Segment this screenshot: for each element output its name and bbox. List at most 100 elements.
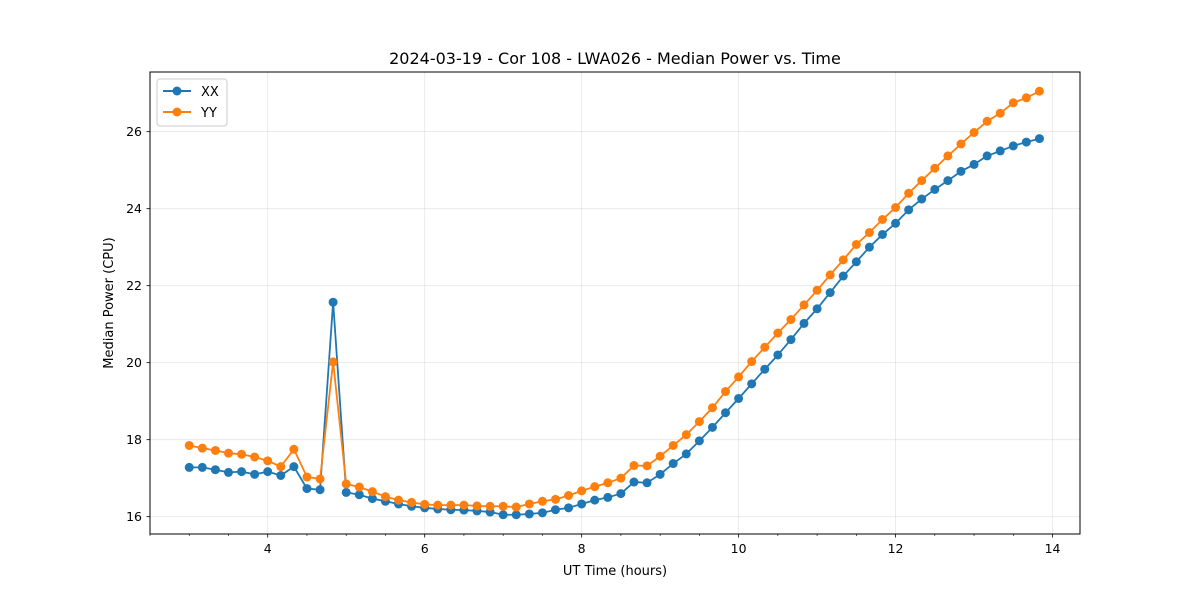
plot-area bbox=[150, 72, 1080, 534]
data-point-xx bbox=[616, 489, 626, 499]
y-axis-label: Median Power (CPU) bbox=[102, 237, 117, 368]
data-point-yy bbox=[276, 462, 286, 472]
grid bbox=[150, 72, 1080, 534]
data-point-xx bbox=[237, 467, 247, 477]
data-point-xx bbox=[341, 487, 351, 497]
data-point-xx bbox=[524, 509, 534, 519]
data-point-xx bbox=[825, 288, 835, 298]
data-point-yy bbox=[459, 500, 469, 510]
data-point-yy bbox=[864, 228, 874, 238]
x-tick-label: 8 bbox=[578, 541, 586, 556]
data-point-yy bbox=[315, 474, 325, 484]
data-point-xx bbox=[982, 151, 992, 161]
data-point-yy bbox=[420, 499, 430, 509]
data-point-yy bbox=[184, 440, 194, 450]
data-point-yy bbox=[734, 372, 744, 382]
legend-label-yy: YY bbox=[200, 106, 217, 121]
data-point-yy bbox=[511, 502, 521, 512]
data-point-xx bbox=[590, 495, 600, 505]
data-point-yy bbox=[969, 127, 979, 137]
data-point-yy bbox=[433, 500, 443, 510]
data-point-xx bbox=[537, 508, 547, 518]
data-point-xx bbox=[760, 364, 770, 374]
data-point-xx bbox=[603, 492, 613, 502]
data-point-xx bbox=[864, 242, 874, 252]
data-point-xx bbox=[877, 229, 887, 239]
data-point-yy bbox=[237, 449, 247, 459]
data-point-yy bbox=[524, 499, 534, 509]
data-point-xx bbox=[250, 469, 260, 479]
data-point-xx bbox=[668, 459, 678, 469]
data-point-yy bbox=[760, 342, 770, 352]
data-point-yy bbox=[564, 491, 574, 500]
data-point-xx bbox=[328, 297, 338, 307]
data-point-xx bbox=[210, 465, 220, 475]
x-axis: 4 6 8 10 12 14 bbox=[149, 534, 1061, 556]
plot-frame bbox=[149, 71, 1081, 535]
data-point-yy bbox=[694, 417, 704, 427]
data-point-yy bbox=[367, 487, 377, 497]
data-point-yy bbox=[354, 482, 364, 492]
data-point-yy bbox=[590, 482, 600, 492]
data-point-yy bbox=[472, 501, 482, 511]
y-tick-label: 18 bbox=[126, 432, 142, 447]
data-point-yy bbox=[1034, 86, 1044, 96]
data-point-xx bbox=[223, 467, 233, 477]
data-point-xx bbox=[276, 470, 286, 480]
data-point-xx bbox=[747, 379, 757, 389]
series-layer bbox=[184, 86, 1044, 520]
y-tick-label: 16 bbox=[126, 509, 142, 524]
data-point-xx bbox=[629, 477, 639, 487]
data-point-yy bbox=[223, 448, 233, 458]
data-point-yy bbox=[1021, 93, 1031, 103]
data-point-xx bbox=[707, 422, 717, 432]
data-point-yy bbox=[825, 270, 835, 280]
data-point-yy bbox=[603, 478, 613, 488]
data-point-xx bbox=[812, 304, 822, 314]
data-point-yy bbox=[577, 486, 587, 496]
data-point-yy bbox=[747, 357, 757, 367]
data-point-yy bbox=[537, 496, 547, 506]
data-point-yy bbox=[341, 479, 351, 489]
data-point-xx bbox=[956, 166, 966, 176]
y-axis: 16 18 20 22 24 26 bbox=[126, 124, 150, 524]
data-point-yy bbox=[799, 300, 809, 310]
y-tick-label: 26 bbox=[126, 124, 142, 139]
y-tick-label: 24 bbox=[126, 201, 142, 216]
data-point-yy bbox=[773, 328, 783, 338]
data-point-xx bbox=[550, 505, 560, 515]
data-point-xx bbox=[917, 194, 927, 204]
data-point-xx bbox=[995, 146, 1005, 156]
data-point-yy bbox=[1008, 98, 1018, 108]
data-point-xx bbox=[721, 408, 731, 418]
data-point-xx bbox=[498, 510, 508, 520]
data-point-xx bbox=[943, 176, 953, 186]
legend: XX YY bbox=[156, 78, 228, 127]
x-tick-label: 12 bbox=[888, 541, 904, 556]
data-point-yy bbox=[498, 501, 508, 511]
data-point-yy bbox=[681, 430, 691, 440]
series-yy bbox=[184, 86, 1044, 512]
legend-marker-yy bbox=[172, 107, 182, 117]
data-point-yy bbox=[263, 456, 273, 466]
data-point-xx bbox=[655, 469, 665, 479]
data-point-xx bbox=[1008, 141, 1018, 151]
data-point-xx bbox=[197, 462, 207, 472]
data-point-xx bbox=[969, 159, 979, 169]
y-tick-label: 22 bbox=[126, 278, 142, 293]
data-point-xx bbox=[694, 436, 704, 446]
data-point-yy bbox=[851, 239, 861, 249]
x-axis-label: UT Time (hours) bbox=[563, 564, 667, 579]
data-point-yy bbox=[655, 451, 665, 461]
data-point-xx bbox=[263, 467, 273, 477]
data-point-xx bbox=[315, 485, 325, 495]
data-point-yy bbox=[721, 387, 731, 397]
data-point-xx bbox=[302, 484, 312, 494]
data-point-yy bbox=[917, 176, 927, 186]
data-point-yy bbox=[642, 461, 652, 471]
data-point-xx bbox=[577, 499, 587, 509]
data-point-xx bbox=[354, 490, 364, 500]
data-point-yy bbox=[446, 500, 456, 510]
data-point-yy bbox=[197, 443, 207, 453]
data-point-xx bbox=[851, 257, 861, 267]
